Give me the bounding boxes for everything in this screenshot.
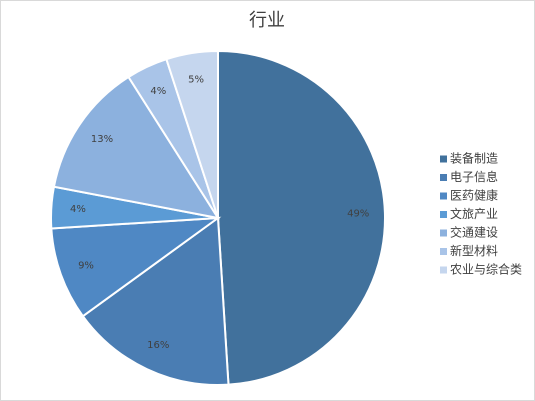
pie-slice	[52, 75, 221, 220]
legend-swatch	[440, 155, 447, 163]
legend-swatch	[440, 174, 447, 181]
data-label: 4%	[150, 86, 166, 97]
data-label: 9%	[78, 261, 94, 272]
pie-slice	[50, 216, 222, 318]
data-label: 13%	[91, 134, 113, 145]
legend-label: 农业与综合类	[450, 262, 522, 277]
data-label: 16%	[147, 340, 169, 351]
legend-swatch	[440, 266, 447, 274]
legend-swatch	[440, 211, 447, 218]
legend-label: 交通建设	[450, 225, 498, 240]
legend-swatch	[440, 248, 447, 255]
legend-label: 装备制造	[450, 152, 498, 166]
legend-swatch	[440, 192, 447, 200]
legend-label: 医药健康	[450, 188, 498, 203]
data-label: 5%	[188, 74, 204, 85]
data-label: 4%	[70, 204, 86, 215]
data-label: 49%	[347, 209, 369, 220]
legend-label: 新型材料	[450, 243, 498, 258]
legend-label: 文旅产业	[450, 206, 498, 221]
legend-swatch	[440, 229, 447, 237]
pie-slice	[217, 49, 386, 386]
legend-label: 电子信息	[450, 169, 498, 184]
chart-title: 行业	[249, 10, 285, 31]
pie-slice	[81, 216, 230, 386]
pie-slice	[165, 49, 219, 219]
